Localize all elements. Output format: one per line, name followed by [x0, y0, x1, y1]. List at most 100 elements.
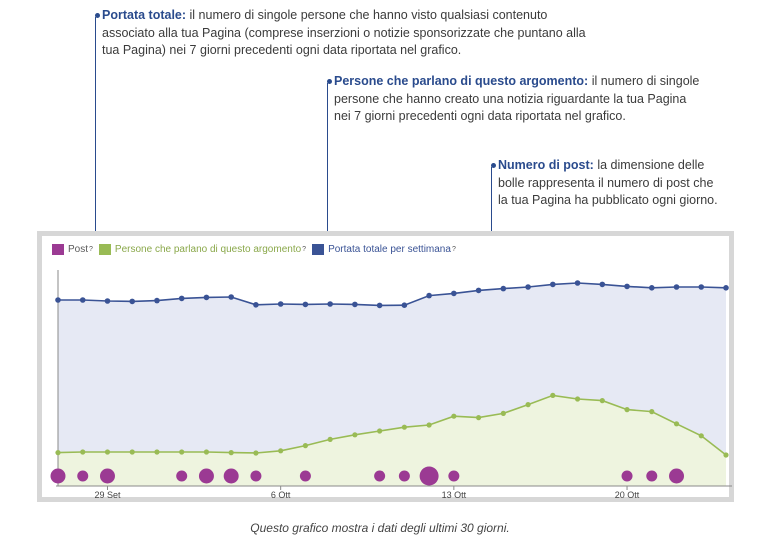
legend-label-reach: Portata totale per settimana — [328, 244, 451, 255]
talking-point — [80, 449, 86, 455]
reach-point — [253, 302, 259, 308]
talking-area — [58, 395, 726, 486]
annotation-title: Numero di post: — [498, 158, 594, 172]
talking-point — [649, 409, 655, 415]
talking-point — [723, 452, 729, 458]
chart-caption: Questo grafico mostra i dati degli ultim… — [250, 521, 510, 535]
talking-point — [550, 392, 556, 398]
post-bubble — [646, 470, 658, 482]
annotation-text: nei 7 giorni precedenti ogni data riport… — [334, 109, 626, 123]
legend-item-reach[interactable]: Portata totale per settimana? — [312, 244, 456, 255]
talking-line — [57, 394, 727, 456]
reach-point — [451, 290, 457, 297]
talking-point — [377, 428, 383, 434]
post-bubble — [223, 468, 239, 484]
legend-label-post: Post — [68, 244, 89, 255]
reach-point — [401, 302, 408, 309]
reach-point — [426, 292, 432, 299]
help-icon[interactable]: ? — [89, 246, 93, 253]
legend-item-post[interactable]: Post? — [52, 244, 93, 255]
legend-swatch-reach — [312, 244, 325, 255]
talking-point — [673, 421, 680, 427]
post-bubble — [99, 468, 115, 484]
annotation-text: il numero di singole — [588, 74, 700, 88]
reach-point — [178, 295, 185, 302]
annotation-talking-leader — [327, 83, 328, 249]
x-tick-label: 29 Set — [94, 490, 121, 500]
talking-point — [154, 449, 160, 455]
annotation-dot — [327, 79, 332, 84]
help-icon[interactable]: ? — [302, 246, 307, 253]
annotation-text: la tua Pagina ha pubblicato ogni giorno. — [498, 193, 718, 207]
reach-point — [525, 284, 531, 290]
legend-swatch-post — [52, 244, 64, 255]
reach-point — [203, 294, 210, 301]
reach-point — [277, 301, 284, 307]
post-bubble — [419, 466, 439, 486]
talking-point — [253, 450, 259, 456]
help-icon[interactable]: ? — [451, 246, 456, 253]
reach-point — [228, 294, 234, 300]
talking-point — [302, 443, 309, 449]
reach-point — [550, 281, 556, 288]
post-bubble — [299, 470, 311, 482]
post-bubble — [398, 470, 410, 482]
reach-point — [79, 297, 86, 303]
talking-point — [104, 449, 111, 455]
reach-point — [599, 281, 606, 288]
x-tick-label: 6 Ott — [271, 490, 291, 500]
post-bubble — [250, 470, 262, 482]
talking-point — [278, 448, 284, 454]
annotation-reach: Portata totale: il numero di singole per… — [95, 7, 642, 60]
annotation-talking: Persone che parlano di questo argomento:… — [327, 73, 734, 126]
talking-point — [352, 432, 358, 438]
reach-point — [673, 284, 680, 290]
post-bubble — [176, 470, 188, 482]
talking-point — [426, 422, 432, 428]
reach-line — [58, 282, 727, 307]
legend-label-talking: Persone che parlano di questo argomento — [114, 244, 302, 255]
reach-point — [55, 297, 61, 303]
annotation-text: tua Pagina) nei 7 giorni precedenti ogni… — [102, 43, 462, 57]
talking-point — [574, 396, 581, 402]
annotation-text: persone che hanno creato una notizia rig… — [334, 91, 687, 106]
annotation-posts-leader — [491, 167, 492, 249]
annotation-dot — [95, 13, 100, 18]
talking-point — [203, 449, 210, 455]
reach-point — [352, 301, 358, 308]
annotation-dot — [491, 163, 496, 168]
reach-point — [154, 297, 160, 304]
post-bubble — [77, 470, 89, 482]
talking-point — [179, 449, 185, 455]
talking-point — [228, 450, 234, 456]
post-bubble — [621, 470, 633, 482]
annotation-text: bolle rappresenta il numero di post che — [498, 175, 714, 190]
talking-point — [624, 407, 630, 413]
x-tick-label: 20 Ott — [615, 490, 640, 500]
chart-legend: Post? Persone che parlano di questo argo… — [52, 244, 462, 255]
reach-point — [574, 280, 581, 286]
talking-point — [525, 402, 531, 408]
annotation-posts: Numero di post: la dimensione delle boll… — [491, 157, 748, 210]
legend-item-talking[interactable]: Persone che parlano di questo argomento? — [98, 244, 307, 255]
reach-point — [500, 285, 507, 292]
reach-point — [376, 302, 383, 309]
reach-point — [129, 298, 136, 305]
reach-point — [698, 284, 705, 290]
annotation-text: associato alla tua Pagina (comprese inse… — [102, 25, 586, 40]
talking-point — [55, 450, 61, 456]
talking-point — [698, 433, 704, 439]
annotation-reach-leader — [95, 17, 96, 249]
talking-point — [475, 415, 482, 421]
reach-point — [648, 285, 655, 291]
annotation-text: la dimensione delle — [593, 158, 705, 172]
reach-point — [624, 283, 630, 290]
post-bubble — [198, 468, 214, 484]
reach-point — [104, 298, 111, 304]
talking-point — [327, 436, 333, 442]
legend-swatch-talking — [98, 244, 111, 255]
talking-point — [599, 398, 605, 404]
post-bubble — [448, 470, 460, 482]
post-bubble — [374, 470, 386, 482]
